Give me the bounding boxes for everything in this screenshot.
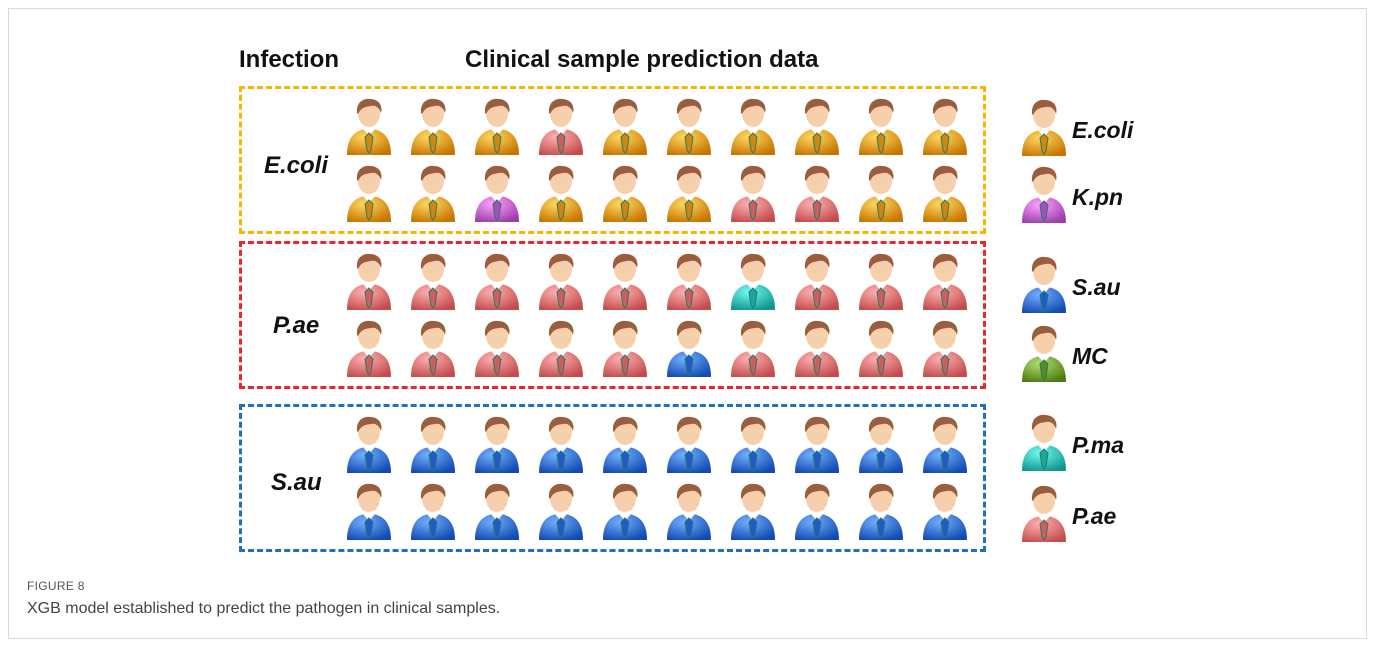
person-icon <box>857 94 905 156</box>
person-icon <box>729 412 777 474</box>
person-icon <box>1020 321 1068 383</box>
person-icon <box>345 412 393 474</box>
person-icon <box>473 479 521 541</box>
person-icon <box>857 316 905 378</box>
person-icon <box>729 94 777 156</box>
person-icon <box>601 94 649 156</box>
legend-item-pae: P.ae <box>1020 481 1160 543</box>
person-icon <box>921 412 969 474</box>
person-icon <box>793 316 841 378</box>
person-icon <box>793 249 841 311</box>
person-icon <box>537 94 585 156</box>
person-icon <box>793 94 841 156</box>
legend-label: S.au <box>1072 274 1121 300</box>
person-icon <box>473 94 521 156</box>
person-icon <box>793 412 841 474</box>
person-icon <box>345 161 393 223</box>
person-icon <box>857 479 905 541</box>
person-icon <box>473 316 521 378</box>
person-icon <box>345 316 393 378</box>
person-icon <box>409 249 457 311</box>
person-icon <box>729 316 777 378</box>
legend-label: P.ae <box>1072 503 1117 529</box>
figure-frame <box>8 8 1367 639</box>
caption-text: XGB model established to predict the pat… <box>27 600 501 617</box>
person-icon <box>601 161 649 223</box>
person-icon <box>793 479 841 541</box>
person-icon <box>729 479 777 541</box>
legend-item-mc: MC <box>1020 321 1160 383</box>
person-icon <box>537 249 585 311</box>
person-icon <box>921 479 969 541</box>
person-icon <box>345 479 393 541</box>
group-box-sau: S.au <box>239 404 986 552</box>
person-icon <box>665 161 713 223</box>
person-icon <box>793 161 841 223</box>
person-icon <box>537 161 585 223</box>
legend-item-pma: P.ma <box>1020 410 1160 472</box>
infection-header: Infection <box>239 46 339 73</box>
person-icon <box>409 316 457 378</box>
person-icon <box>665 479 713 541</box>
person-icon <box>601 316 649 378</box>
person-icon <box>921 161 969 223</box>
person-icon <box>601 249 649 311</box>
group-label-pae: P.ae <box>273 312 320 339</box>
person-icon <box>345 94 393 156</box>
person-icon <box>1020 162 1068 224</box>
person-icon <box>1020 252 1068 314</box>
legend-label: MC <box>1072 343 1108 369</box>
person-icon <box>473 249 521 311</box>
group-box-pae: P.ae <box>239 241 986 389</box>
person-icon <box>665 94 713 156</box>
person-icon <box>409 412 457 474</box>
person-icon <box>665 316 713 378</box>
person-icon <box>1020 410 1068 472</box>
person-icon <box>665 412 713 474</box>
legend-item-ecoli: E.coli <box>1020 95 1160 157</box>
person-icon <box>473 412 521 474</box>
person-icon <box>537 412 585 474</box>
legend-label: P.ma <box>1072 432 1125 458</box>
group-box-ecoli: E.coli <box>239 86 986 234</box>
person-icon <box>729 161 777 223</box>
person-icon <box>1020 95 1068 157</box>
person-icon <box>601 479 649 541</box>
person-icon <box>409 94 457 156</box>
person-icon <box>1020 481 1068 543</box>
person-icon <box>601 412 649 474</box>
person-icon <box>921 94 969 156</box>
person-icon <box>473 161 521 223</box>
group-label-sau: S.au <box>271 469 322 496</box>
person-icon <box>409 479 457 541</box>
person-icon <box>857 412 905 474</box>
person-icon <box>857 249 905 311</box>
legend-item-kpn: K.pn <box>1020 162 1160 224</box>
caption-label: FIGURE 8 <box>27 579 85 593</box>
person-icon <box>729 249 777 311</box>
person-icon <box>409 161 457 223</box>
prediction-header: Clinical sample prediction data <box>465 46 819 73</box>
person-icon <box>537 479 585 541</box>
person-icon <box>665 249 713 311</box>
legend-item-sau: S.au <box>1020 252 1160 314</box>
person-icon <box>537 316 585 378</box>
person-icon <box>921 249 969 311</box>
group-label-ecoli: E.coli <box>264 152 329 179</box>
legend-label: K.pn <box>1072 184 1124 210</box>
person-icon <box>345 249 393 311</box>
person-icon <box>857 161 905 223</box>
person-icon <box>921 316 969 378</box>
legend-label: E.coli <box>1072 117 1134 143</box>
